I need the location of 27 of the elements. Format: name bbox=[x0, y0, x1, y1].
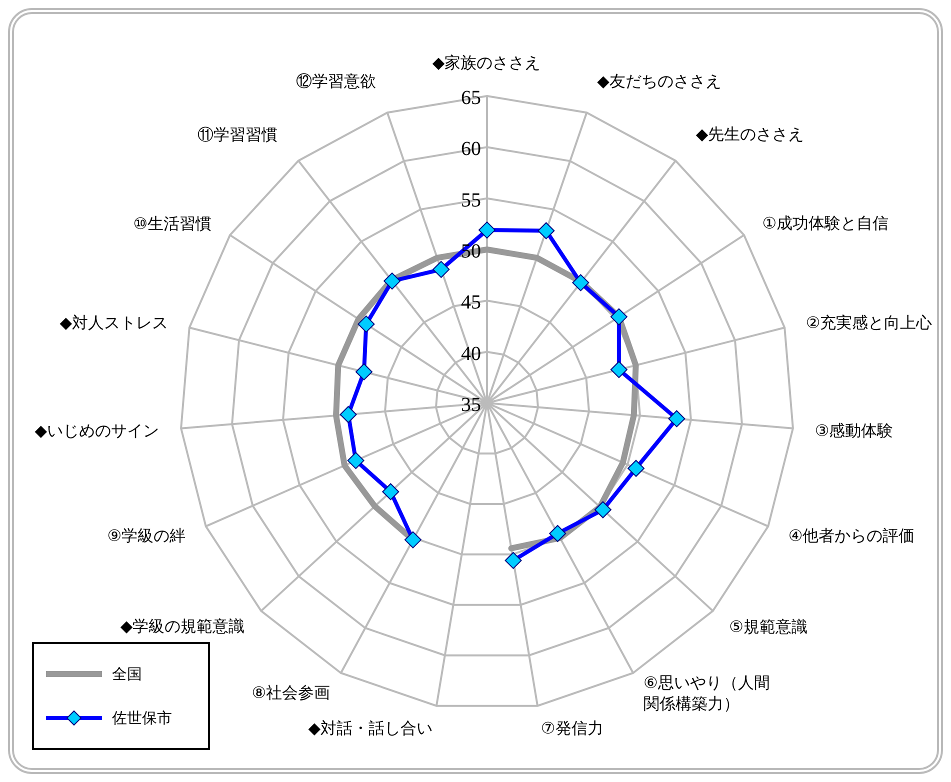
spoke-label: ⑪学習習慣 bbox=[197, 124, 278, 144]
spoke-label: ③感動体験 bbox=[814, 420, 894, 440]
spoke-label: ⑩生活習慣 bbox=[133, 214, 212, 233]
legend-label: 佐世保市 bbox=[112, 708, 172, 728]
spoke-label: ◆家族のささえ bbox=[432, 53, 541, 72]
spoke-label: ⑨学級の絆 bbox=[107, 526, 186, 545]
y-tick-label: 55 bbox=[461, 189, 481, 212]
spoke-label: ◆対人ストレス bbox=[60, 313, 168, 332]
y-tick-label: 40 bbox=[461, 342, 481, 365]
spoke-label: ◆対話・話し合い bbox=[308, 718, 433, 738]
y-tick-label: 60 bbox=[461, 138, 481, 160]
spoke-label: ②充実感と向上心 bbox=[806, 312, 932, 332]
spoke-label: ⑫学習意欲 bbox=[296, 72, 376, 91]
spoke-label: ◆学級の規範意識 bbox=[120, 616, 245, 636]
spoke-label: ◆いじめのサイン bbox=[34, 420, 160, 440]
spoke-label: ⑦発信力 bbox=[540, 718, 604, 738]
y-tick-label: 45 bbox=[461, 292, 481, 314]
spoke-label: ◆先生のささえ bbox=[696, 124, 804, 144]
y-tick-label: 35 bbox=[461, 394, 481, 416]
spoke-label: ⑧社会参画 bbox=[252, 683, 330, 702]
spoke-label: ①成功体験と自信 bbox=[762, 214, 889, 233]
spoke-label: ⑥思いやり（人間関係構築力） bbox=[643, 672, 770, 713]
legend-label: 全国 bbox=[112, 664, 142, 684]
spoke-label: ④他者からの評価 bbox=[788, 526, 915, 546]
y-tick-label: 65 bbox=[461, 87, 481, 109]
spoke-label: ⑤規範意識 bbox=[729, 616, 808, 636]
spoke-label: ◆友だちのささえ bbox=[597, 71, 722, 90]
